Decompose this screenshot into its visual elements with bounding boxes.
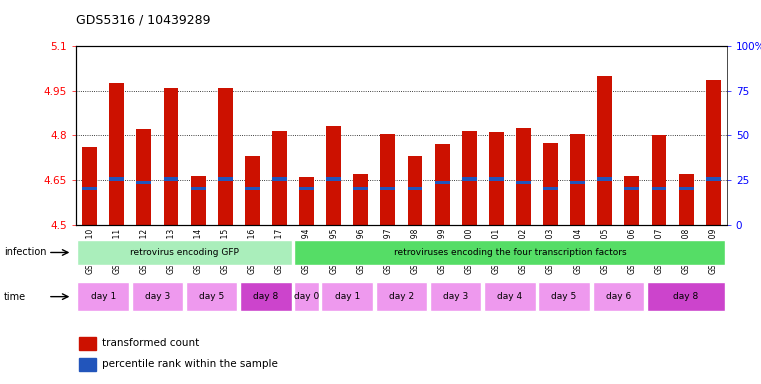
Bar [651, 136, 667, 225]
Bar [245, 156, 260, 225]
Text: day 0: day 0 [294, 292, 319, 301]
Bar [136, 129, 151, 225]
Bar [326, 177, 341, 182]
Bar [593, 282, 644, 311]
Bar [408, 187, 422, 190]
Bar [240, 282, 291, 311]
Bar [295, 282, 319, 311]
Bar [191, 175, 205, 225]
Bar [272, 177, 287, 182]
Bar [79, 337, 96, 349]
Text: day 1: day 1 [335, 292, 360, 301]
Text: day 2: day 2 [389, 292, 414, 301]
Bar [272, 131, 287, 225]
Text: day 5: day 5 [552, 292, 577, 301]
Bar [647, 282, 725, 311]
Bar [218, 177, 233, 182]
Bar [625, 175, 639, 225]
Text: day 4: day 4 [497, 292, 523, 301]
Bar [516, 181, 531, 184]
Bar [353, 187, 368, 190]
Bar [136, 182, 151, 184]
Bar [78, 240, 291, 265]
Bar [376, 282, 427, 311]
Bar [164, 88, 178, 225]
Text: day 8: day 8 [673, 292, 699, 301]
Bar [651, 187, 667, 190]
Bar [380, 134, 395, 225]
Text: percentile rank within the sample: percentile rank within the sample [102, 359, 278, 369]
Bar [186, 282, 237, 311]
Bar [489, 177, 504, 182]
Bar [489, 132, 504, 225]
Bar [132, 282, 183, 311]
Bar [462, 131, 476, 225]
Bar [462, 177, 476, 182]
Bar [516, 128, 531, 225]
Bar [321, 282, 373, 311]
Bar [295, 240, 725, 265]
Text: day 5: day 5 [199, 292, 224, 301]
Bar [408, 156, 422, 225]
Bar [543, 187, 558, 190]
Bar [570, 134, 585, 225]
Bar [543, 143, 558, 225]
Bar [191, 187, 205, 190]
Bar [353, 174, 368, 225]
Bar [82, 147, 97, 225]
Bar [435, 181, 450, 184]
Text: GDS5316 / 10439289: GDS5316 / 10439289 [76, 14, 211, 27]
Text: day 1: day 1 [91, 292, 116, 301]
Bar [82, 187, 97, 190]
Bar [597, 76, 612, 225]
Bar [79, 358, 96, 371]
Bar [299, 177, 314, 225]
Bar [326, 126, 341, 225]
Bar [538, 282, 590, 311]
Bar [245, 187, 260, 190]
Bar [484, 282, 536, 311]
Text: day 3: day 3 [443, 292, 468, 301]
Text: day 3: day 3 [145, 292, 170, 301]
Text: day 6: day 6 [606, 292, 631, 301]
Bar [625, 187, 639, 190]
Bar [110, 83, 124, 225]
Bar [705, 80, 721, 225]
Bar [218, 88, 233, 225]
Bar [430, 282, 482, 311]
Bar [570, 181, 585, 184]
Bar [380, 187, 395, 190]
Text: transformed count: transformed count [102, 338, 199, 348]
Bar [705, 177, 721, 182]
Bar [78, 282, 129, 311]
Text: time: time [4, 291, 26, 302]
Bar [679, 187, 693, 190]
Bar [597, 177, 612, 182]
Text: day 8: day 8 [253, 292, 279, 301]
Text: retrovirus encoding GFP: retrovirus encoding GFP [130, 248, 239, 257]
Bar [435, 144, 450, 225]
Bar [299, 187, 314, 190]
Bar [679, 174, 693, 225]
Text: retroviruses encoding the four transcription factors: retroviruses encoding the four transcrip… [393, 248, 626, 257]
Bar [110, 177, 124, 182]
Bar [164, 177, 178, 182]
Text: infection: infection [4, 247, 46, 258]
